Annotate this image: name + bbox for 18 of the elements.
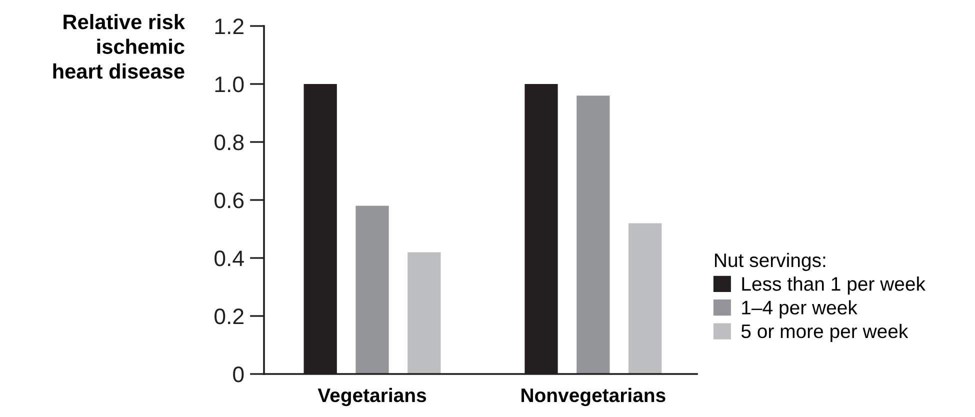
y-tick-label: 0.8 — [214, 134, 244, 150]
bar — [576, 96, 610, 374]
y-tick-label: 0.4 — [214, 250, 244, 266]
y-axis-title: Relative risk ischemic heart disease — [53, 14, 186, 79]
legend-label: Less than 1 per week — [742, 276, 926, 295]
y-tick-label: 0 — [233, 366, 244, 382]
bar — [356, 206, 389, 374]
legend-label: 1–4 per week — [742, 300, 858, 318]
bar — [628, 223, 662, 374]
x-tick-label: Nonvegetarians — [522, 388, 666, 406]
legend-title: Nut servings: — [715, 252, 826, 271]
y-tick-label: 0.6 — [214, 192, 244, 208]
bar — [408, 252, 441, 374]
y-tick-label: 1.2 — [215, 18, 244, 34]
x-tick-label: Vegetarians — [318, 388, 426, 406]
y-tick-label: 1.0 — [215, 76, 244, 92]
legend-label: 5 or more per week — [741, 324, 908, 342]
y-tick-label: 0.2 — [214, 308, 244, 324]
